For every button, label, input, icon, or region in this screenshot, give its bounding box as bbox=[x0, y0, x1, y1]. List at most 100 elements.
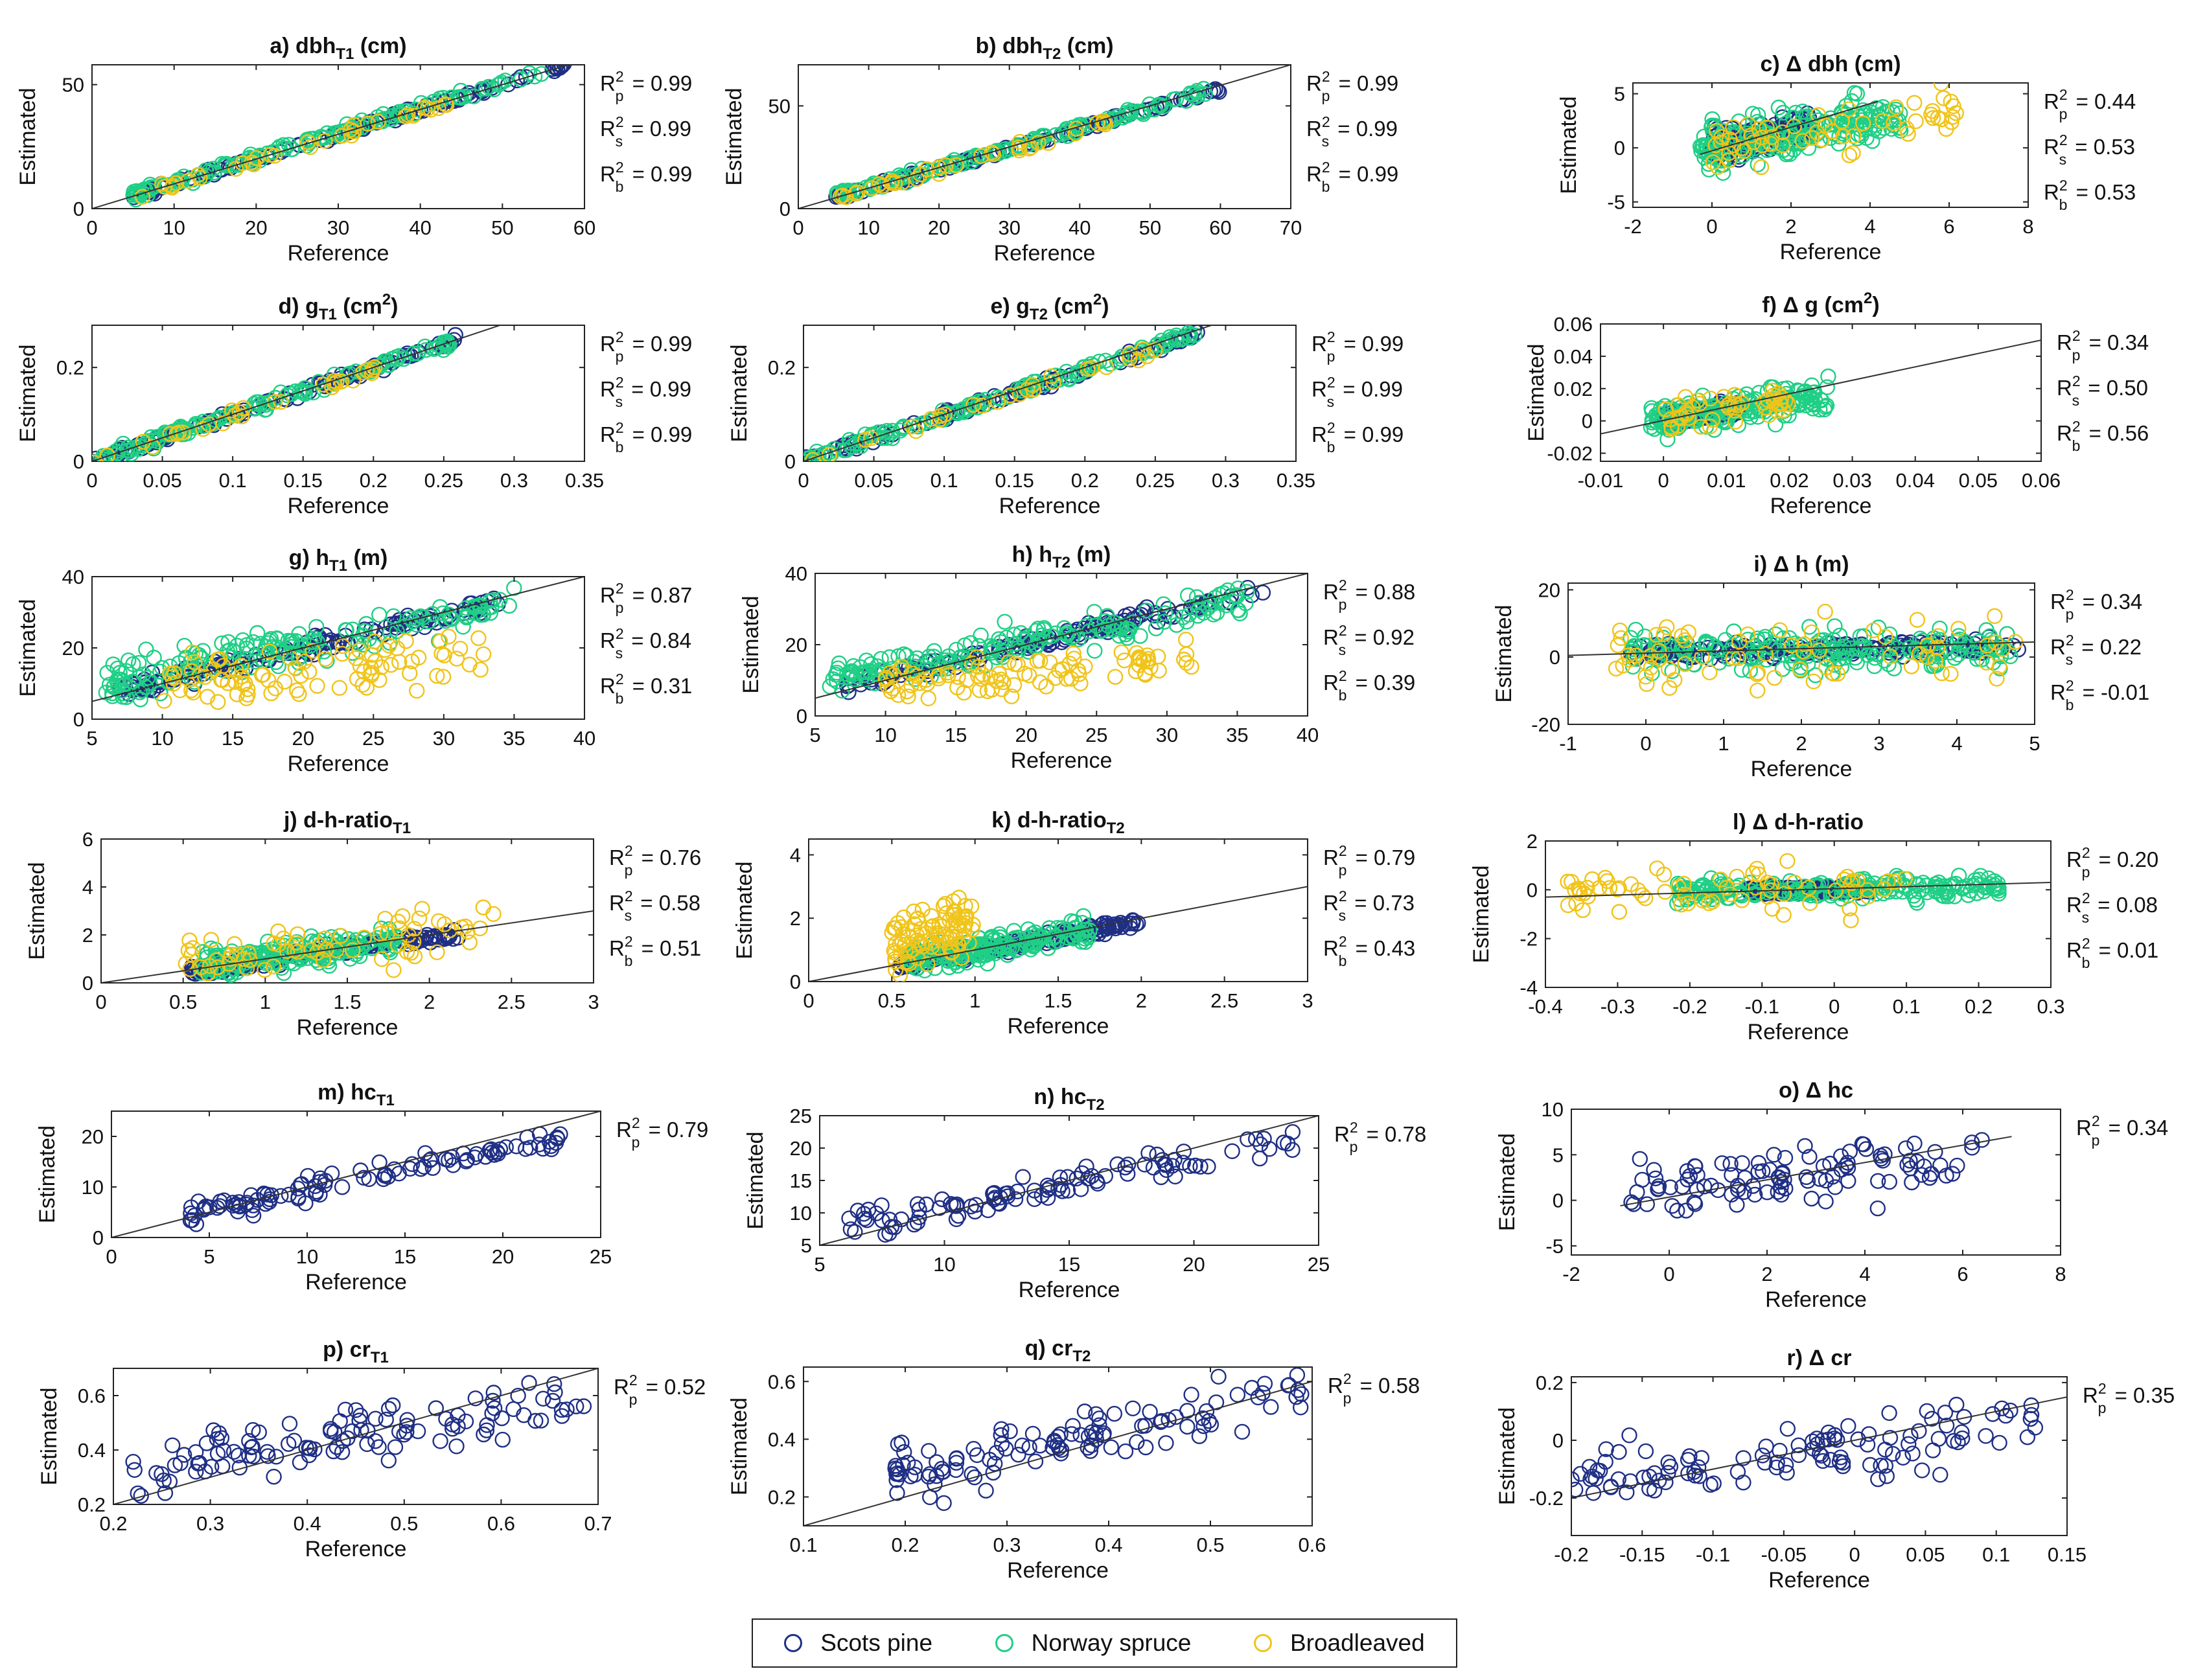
r2-annotation: R2 p = 0.34 bbox=[2050, 586, 2142, 623]
data-point bbox=[1137, 665, 1153, 682]
data-point bbox=[371, 112, 387, 128]
r2-subscript: s bbox=[616, 133, 623, 150]
y-tick-label: 40 bbox=[785, 562, 807, 585]
panel-title-close: ) bbox=[1102, 294, 1109, 319]
x-tick-label: 0 bbox=[792, 216, 803, 239]
data-point bbox=[967, 148, 984, 165]
data-point bbox=[822, 678, 838, 695]
r2-value: = 0.73 bbox=[1348, 891, 1415, 915]
data-point bbox=[1814, 638, 1831, 654]
series-broadleaved bbox=[877, 632, 1199, 707]
data-point bbox=[1069, 927, 1085, 943]
data-point bbox=[369, 930, 386, 946]
data-point bbox=[1615, 657, 1631, 674]
data-point bbox=[120, 652, 137, 669]
data-point bbox=[1677, 389, 1694, 405]
r2-symbol: R bbox=[1323, 891, 1339, 915]
data-point bbox=[373, 659, 389, 676]
data-point bbox=[1820, 368, 1836, 385]
data-point bbox=[1677, 656, 1693, 673]
r2-value: = -0.01 bbox=[2076, 680, 2149, 704]
r2-symbol: R bbox=[600, 162, 616, 186]
data-point bbox=[222, 967, 239, 983]
data-point bbox=[370, 113, 386, 130]
r2-value: = 0.99 bbox=[626, 162, 692, 186]
data-point bbox=[886, 667, 902, 683]
x-tick-label: 50 bbox=[1139, 216, 1161, 239]
data-point bbox=[926, 643, 942, 659]
r2-symbol: R bbox=[600, 674, 616, 698]
data-point bbox=[421, 614, 437, 630]
data-point bbox=[864, 180, 880, 196]
r2-symbol: R bbox=[1323, 671, 1339, 695]
y-tick-label: 0 bbox=[796, 705, 807, 728]
y-tick-label: -5 bbox=[1607, 191, 1625, 214]
data-point bbox=[906, 167, 923, 183]
data-point bbox=[482, 604, 499, 621]
fit-line bbox=[92, 577, 584, 702]
x-axis-label: Reference bbox=[994, 241, 1096, 266]
data-point bbox=[1175, 609, 1192, 625]
data-point bbox=[1156, 614, 1172, 630]
y-axis-label: Estimated bbox=[16, 87, 40, 185]
data-point bbox=[1122, 915, 1138, 932]
data-point bbox=[297, 385, 313, 402]
x-tick-label: 10 bbox=[151, 727, 173, 750]
r2-subscript: p bbox=[616, 87, 624, 104]
data-point bbox=[331, 680, 348, 696]
data-point bbox=[1097, 116, 1113, 133]
data-point bbox=[556, 65, 572, 72]
x-tick-label: 2.5 bbox=[498, 991, 526, 1013]
data-point bbox=[227, 161, 244, 177]
x-tick-label: 0.35 bbox=[1277, 469, 1315, 492]
plot-area bbox=[1601, 339, 2041, 448]
y-tick-label: 0 bbox=[73, 198, 84, 220]
data-point bbox=[1051, 662, 1067, 679]
r2-annotation: R2 p = 0.88 bbox=[1323, 577, 1415, 613]
r2-subscript: p bbox=[1322, 87, 1330, 104]
data-point bbox=[1196, 604, 1212, 621]
x-tick-label: 0.2 bbox=[360, 469, 387, 492]
data-point bbox=[1005, 931, 1021, 948]
data-point bbox=[389, 937, 406, 953]
data-point bbox=[227, 674, 244, 690]
data-point bbox=[137, 436, 154, 453]
series-broadleaved bbox=[156, 628, 492, 710]
data-point bbox=[1903, 658, 1920, 674]
data-point bbox=[1207, 590, 1223, 606]
data-point bbox=[1696, 150, 1713, 166]
data-point bbox=[832, 189, 849, 205]
r2-subscript: b bbox=[1322, 178, 1330, 195]
data-point bbox=[1087, 643, 1103, 659]
data-point bbox=[1060, 371, 1077, 387]
r2-symbol: R bbox=[2044, 89, 2059, 113]
data-point bbox=[954, 909, 971, 926]
data-point bbox=[262, 631, 279, 647]
data-point bbox=[422, 930, 438, 947]
x-tick-label: 20 bbox=[245, 216, 267, 239]
r2-superscript: 2 bbox=[1339, 622, 1347, 639]
plot-area bbox=[798, 65, 1291, 209]
data-point bbox=[262, 643, 278, 660]
y-tick-label: 0 bbox=[785, 450, 796, 473]
data-point bbox=[513, 71, 529, 87]
r2-annotation: R2 b = 0.43 bbox=[1323, 933, 1415, 969]
data-point bbox=[1651, 643, 1667, 659]
x-tick-label: 2 bbox=[1136, 989, 1147, 1012]
data-point bbox=[1781, 630, 1797, 646]
data-point bbox=[857, 432, 873, 448]
x-tick-label: 10 bbox=[163, 216, 185, 239]
r2-superscript: 2 bbox=[2066, 677, 2074, 694]
panel-title-subscript: T2 bbox=[1107, 820, 1125, 837]
y-tick-label: -0.02 bbox=[1547, 443, 1593, 465]
panel-h: 5 10 15 20 25 30 35 4002040ReferenceEstimatedh)… bbox=[739, 542, 1415, 773]
data-point bbox=[125, 187, 141, 203]
series-broadleaved bbox=[1705, 83, 1965, 176]
data-point bbox=[1047, 670, 1063, 686]
r2-value: = 0.99 bbox=[1332, 162, 1398, 186]
data-point bbox=[1015, 632, 1032, 649]
data-point bbox=[366, 359, 383, 375]
data-point bbox=[461, 934, 478, 950]
